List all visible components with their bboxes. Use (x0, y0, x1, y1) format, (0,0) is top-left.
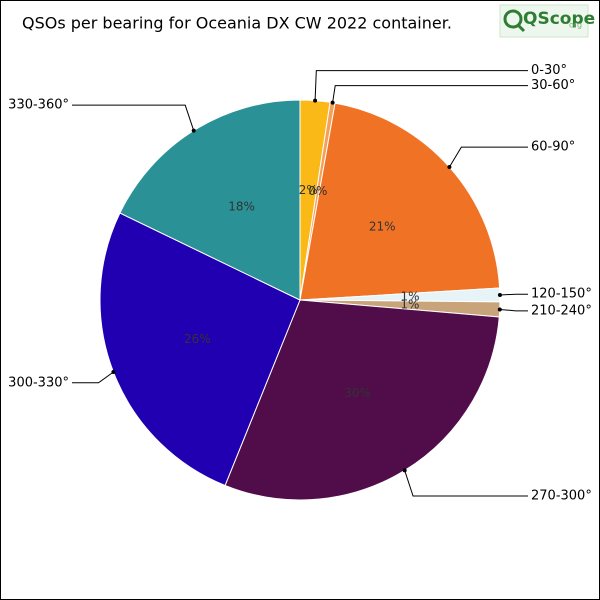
slice-label: 330-360° (8, 98, 69, 113)
chart-title: QSOs per bearing for Oceania DX CW 2022 … (22, 14, 452, 33)
slice-percent: 1% (400, 298, 419, 312)
slice-label: 30-60° (531, 78, 575, 93)
slice-label: 210-240° (531, 303, 592, 318)
leader-line (72, 104, 195, 131)
leader-line (448, 146, 528, 168)
slice-percent: 1% (400, 290, 419, 304)
leader-tip (447, 165, 452, 170)
logo-name: QScope (523, 9, 595, 29)
slice-percent: 30% (344, 386, 371, 400)
slice-label: 0-30° (531, 63, 567, 78)
logo-icon (516, 23, 526, 33)
leader-line (499, 293, 528, 296)
logo-icon (503, 9, 523, 29)
leader-tip (497, 292, 502, 297)
leader-line (499, 308, 528, 312)
leader-tip (191, 128, 196, 133)
leader-line (404, 470, 528, 497)
slice-percent: 18% (228, 199, 255, 213)
leader-line (72, 371, 114, 384)
leader-tip (111, 370, 116, 375)
leader-line (314, 70, 528, 101)
slice-label: 300-330° (8, 375, 69, 390)
slice-label: 120-150° (531, 287, 592, 302)
logo: QScope org (499, 4, 595, 38)
slice-label: 270-300° (531, 488, 592, 503)
leader-tip (313, 98, 318, 103)
leader-tip (497, 307, 502, 312)
logo-domain: org (569, 21, 582, 30)
leader-line (332, 85, 528, 103)
slice-percent: 21% (369, 219, 396, 233)
slice-percent: 2% (299, 183, 318, 197)
slice-percent: 26% (184, 332, 211, 346)
slice-label: 60-90° (531, 140, 575, 155)
leader-tip (330, 100, 335, 105)
leader-tip (402, 468, 407, 473)
slice-percent: 0% (308, 184, 327, 198)
